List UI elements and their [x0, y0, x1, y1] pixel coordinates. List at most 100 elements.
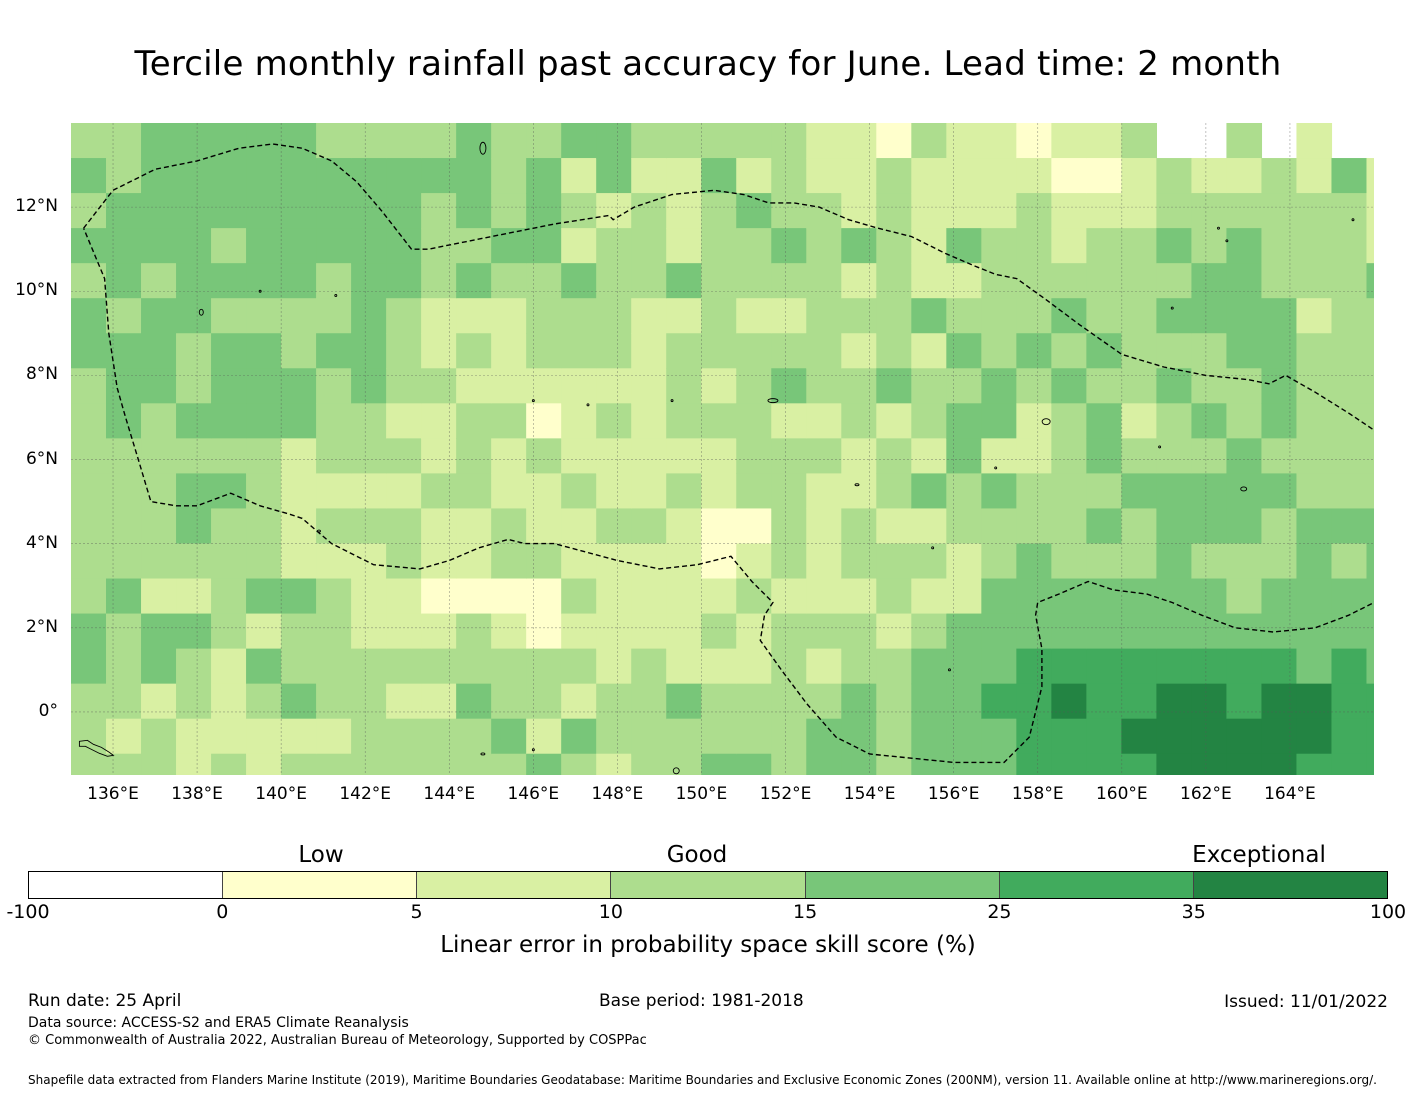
- heatmap-cell: [701, 473, 737, 510]
- heatmap-cell: [1226, 508, 1263, 545]
- heatmap-cell: [911, 648, 947, 685]
- heatmap-cell: [456, 648, 492, 685]
- heatmap-cell: [1121, 473, 1157, 510]
- heatmap-cell: [666, 648, 702, 685]
- heatmap-cell: [71, 578, 107, 615]
- heatmap-cell: [596, 683, 632, 720]
- heatmap-cell: [771, 193, 807, 229]
- longitude-tick-label: 164°E: [1264, 784, 1316, 804]
- heatmap-cell: [1226, 578, 1263, 615]
- heatmap-cell: [876, 543, 912, 580]
- heatmap-cell: [386, 508, 422, 545]
- heatmap-cell: [386, 753, 422, 775]
- island-outline: [931, 546, 935, 550]
- longitude-tick-label: 160°E: [1095, 784, 1148, 804]
- heatmap-cell: [946, 193, 982, 229]
- heatmap-cell: [456, 508, 492, 545]
- heatmap-cell: [526, 613, 562, 650]
- heatmap-cell: [736, 193, 772, 229]
- heatmap-cell: [176, 473, 212, 510]
- heatmap-cell: [351, 368, 387, 404]
- heatmap-cell: [316, 753, 352, 775]
- heatmap-cell: [1331, 403, 1368, 439]
- heatmap-cell: [456, 753, 492, 775]
- heatmap-cell: [561, 753, 597, 775]
- heatmap-cell: [876, 263, 912, 299]
- heatmap-cell: [561, 473, 597, 510]
- heatmap-cell: [841, 263, 877, 299]
- heatmap-cell: [911, 298, 947, 334]
- heatmap-cell: [701, 403, 737, 439]
- heatmap-cell: [246, 683, 282, 720]
- heatmap-cell: [211, 403, 247, 439]
- heatmap-cell: [981, 263, 1017, 299]
- heatmap-cell: [631, 298, 667, 334]
- longitude-tick-label: 162°E: [1180, 784, 1232, 804]
- heatmap-cell: [71, 683, 107, 720]
- heatmap-cell: [1191, 403, 1228, 439]
- heatmap-cell: [281, 333, 317, 369]
- heatmap-cell: [1086, 508, 1122, 545]
- heatmap-cell: [841, 298, 877, 334]
- heatmap-cell: [71, 473, 107, 510]
- heatmap-cell: [456, 123, 492, 159]
- heatmap-cell: [1366, 578, 1374, 615]
- heatmap-cell: [351, 683, 387, 720]
- heatmap-cell: [981, 368, 1017, 404]
- heatmap-cell: [1366, 298, 1374, 334]
- heatmap-cell: [596, 543, 632, 580]
- heatmap-cell: [911, 578, 947, 615]
- heatmap-cell: [456, 333, 492, 369]
- heatmap-cell: [1016, 718, 1052, 755]
- heatmap-cell: [211, 438, 247, 474]
- heatmap-cell: [281, 543, 317, 580]
- heatmap-cell: [1191, 578, 1228, 615]
- heatmap-cell: [1016, 298, 1052, 334]
- heatmap-cell: [281, 648, 317, 685]
- heatmap-cell: [561, 718, 597, 755]
- heatmap-cell: [176, 753, 212, 775]
- heatmap-cell: [351, 333, 387, 369]
- heatmap-cell: [71, 718, 107, 755]
- heatmap-cell: [491, 613, 527, 650]
- heatmap-cell: [386, 368, 422, 404]
- heatmap-cell: [806, 543, 842, 580]
- heatmap-cell: [491, 368, 527, 404]
- heatmap-cell: [1331, 298, 1368, 334]
- heatmap-cell: [631, 683, 667, 720]
- heatmap-cell: [561, 228, 597, 264]
- heatmap-cell: [106, 718, 142, 755]
- heatmap-cell: [351, 718, 387, 755]
- heatmap-cell: [946, 613, 982, 650]
- island-outline: [531, 399, 535, 403]
- heatmap-cell: [736, 123, 772, 159]
- heatmap-cell: [491, 543, 527, 580]
- heatmap-cell: [1296, 123, 1333, 159]
- heatmap-cell: [1331, 438, 1368, 474]
- heatmap-cell: [981, 648, 1017, 685]
- heatmap-cell: [701, 753, 737, 775]
- heatmap-cell: [71, 648, 107, 685]
- heatmap-cell: [1156, 333, 1193, 369]
- heatmap-cell: [876, 158, 912, 194]
- heatmap-cell: [141, 438, 177, 474]
- heatmap-cell: [876, 368, 912, 404]
- heatmap-cell: [701, 193, 737, 229]
- heatmap-cell: [246, 543, 282, 580]
- heatmap-cell: [246, 718, 282, 755]
- heatmap-cell: [666, 543, 702, 580]
- heatmap-cell: [316, 368, 352, 404]
- heatmap-cell: [526, 333, 562, 369]
- island-outline: [1041, 418, 1051, 426]
- island-outline: [586, 403, 590, 407]
- heatmap-cell: [1156, 648, 1193, 685]
- island-outline: [854, 483, 860, 487]
- heatmap-cell: [211, 263, 247, 299]
- heatmap-cell: [1086, 613, 1122, 650]
- longitude-tick-label: 150°E: [675, 784, 728, 804]
- island-outline: [1225, 239, 1229, 243]
- heatmap-cell: [176, 228, 212, 264]
- heatmap-cell: [1191, 263, 1228, 299]
- heatmap-cell: [596, 753, 632, 775]
- heatmap-cell: [561, 578, 597, 615]
